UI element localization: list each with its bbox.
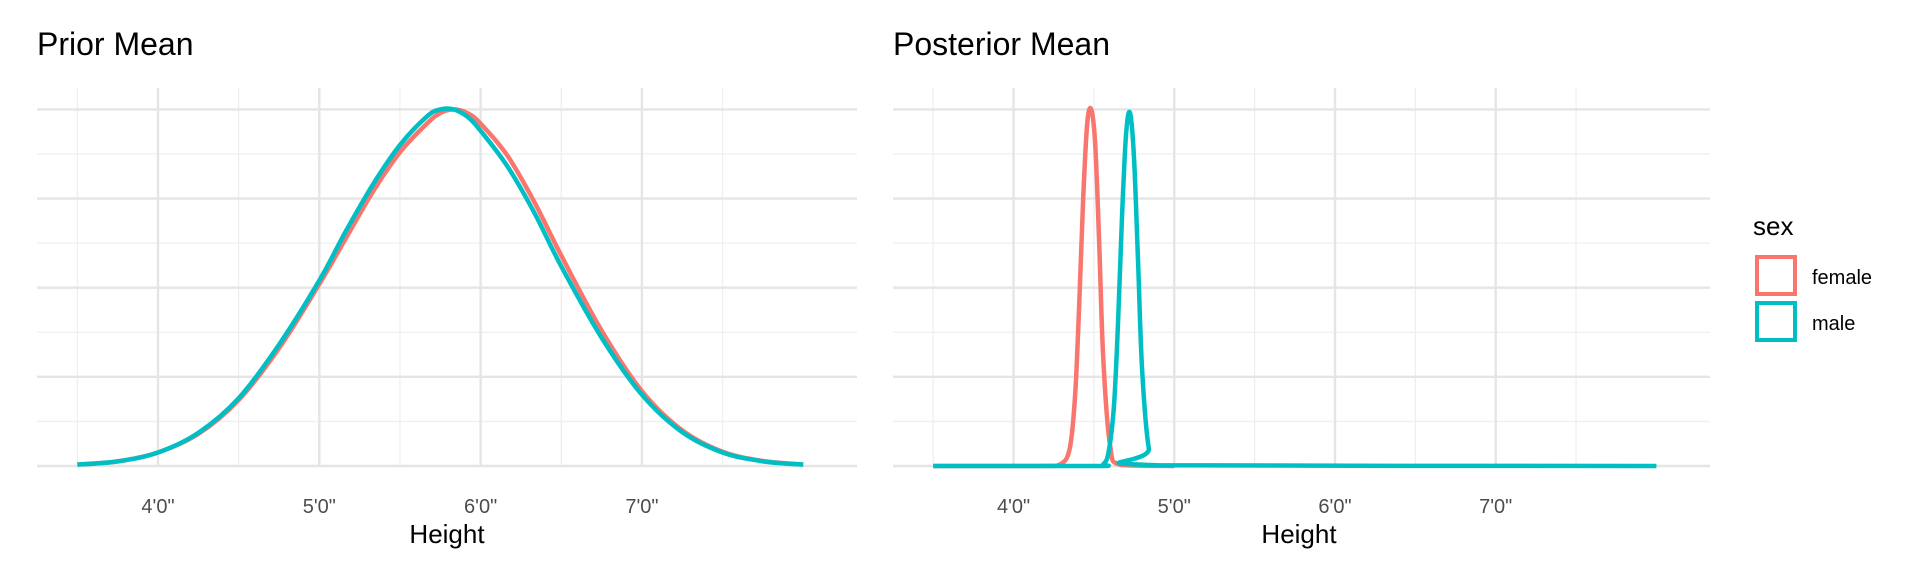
legend-title: sex (1753, 211, 1793, 241)
panel-prior-mean: Prior Mean 4'0" 5'0" 6'0" 7'0" Height (37, 26, 857, 549)
x-axis-title: Height (1261, 519, 1337, 549)
x-tick-label: 6'0" (1318, 496, 1351, 518)
grid-major-y (893, 108, 1710, 468)
panel-title-prior: Prior Mean (37, 26, 194, 62)
grid-minor-y (893, 153, 1710, 423)
x-tick-label: 7'0" (1479, 496, 1512, 518)
x-tick-label: 4'0" (141, 496, 174, 518)
legend-key-male (1755, 301, 1797, 342)
grid-major-y (37, 108, 857, 468)
x-tick-label: 5'0" (1158, 496, 1191, 518)
grid-major-x (1012, 88, 1497, 466)
legend-label-female: female (1812, 267, 1872, 289)
legend-key-female (1755, 255, 1797, 296)
grid-minor-x (932, 88, 1577, 466)
density-line-male (933, 109, 1657, 469)
x-tick-label: 4'0" (997, 496, 1030, 518)
x-axis-title: Height (409, 519, 485, 549)
x-tick-label: 5'0" (303, 496, 336, 518)
legend: sex female male (1753, 211, 1872, 342)
x-tick-labels: 4'0" 5'0" 6'0" 7'0" (141, 496, 658, 518)
grid-minor-y (37, 153, 857, 423)
density-line-female (933, 105, 1175, 469)
panel-posterior-mean: Posterior Mean 4'0" 5'0" 6'0" 7'0" Heigh… (893, 26, 1710, 549)
legend-label-male: male (1812, 313, 1855, 335)
density-line-male (77, 106, 804, 467)
x-tick-label: 6'0" (464, 496, 497, 518)
panel-title-posterior: Posterior Mean (893, 26, 1110, 62)
x-tick-labels: 4'0" 5'0" 6'0" 7'0" (997, 496, 1512, 518)
x-tick-label: 7'0" (625, 496, 658, 518)
